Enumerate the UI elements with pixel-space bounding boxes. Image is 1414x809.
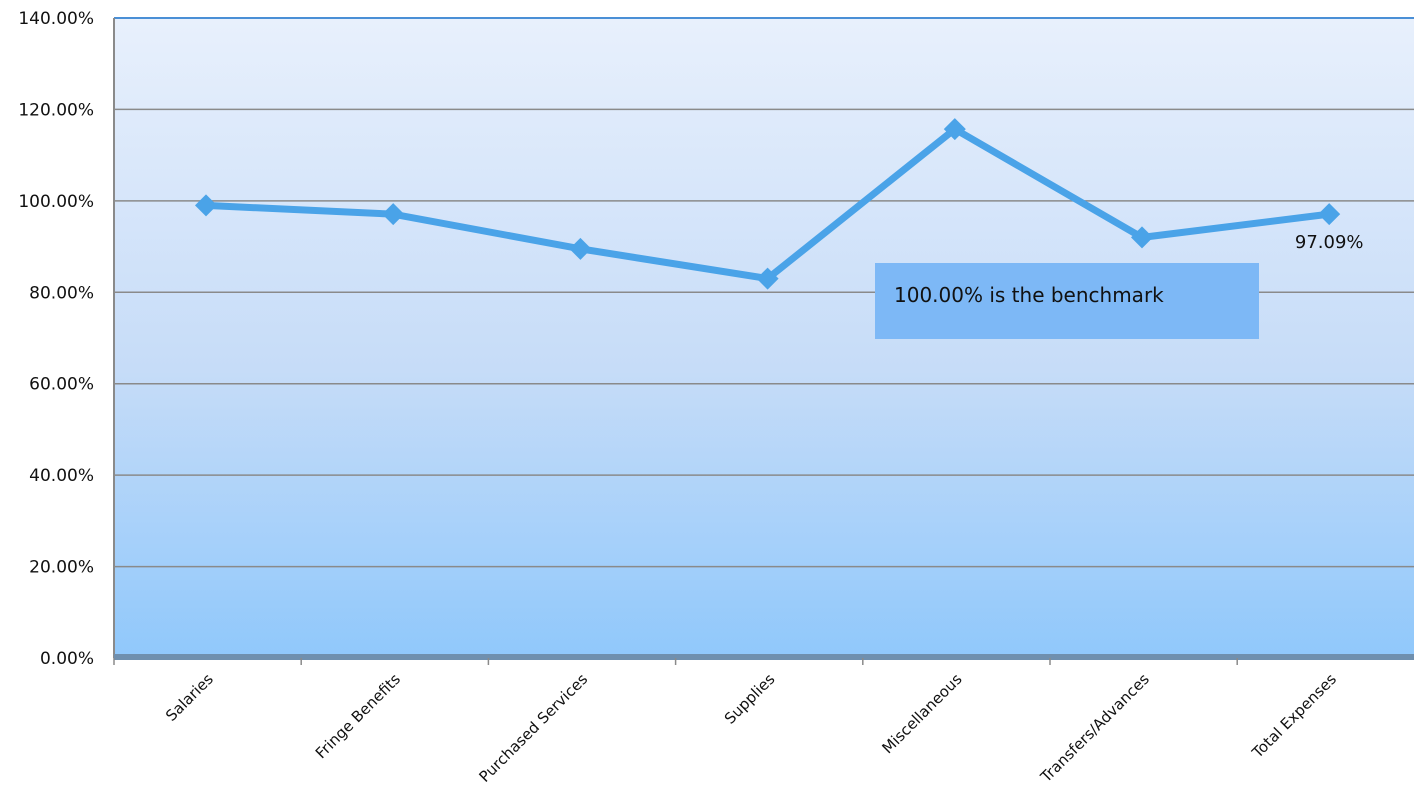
- y-tick-label: 20.00%: [29, 558, 94, 578]
- axes: [113, 18, 1414, 665]
- data-point-marker: [1318, 203, 1341, 226]
- data-point-marker: [195, 194, 217, 217]
- series-line: [195, 118, 1341, 290]
- x-tick-label: Total Expenses: [1248, 670, 1340, 762]
- x-tick-label: Salaries: [162, 670, 217, 725]
- annotation-box: [875, 263, 1259, 339]
- y-tick-label: 80.00%: [29, 283, 94, 303]
- y-tick-label: 100.00%: [18, 192, 94, 212]
- data-point-marker: [756, 267, 779, 290]
- data-point-marker: [1131, 226, 1153, 249]
- y-tick-label: 40.00%: [29, 466, 94, 486]
- x-tick-label: Miscellaneous: [879, 670, 966, 757]
- x-tick-label: Fringe Benefits: [312, 670, 404, 762]
- y-tick-label: 140.00%: [18, 9, 94, 29]
- y-tick-label: 0.00%: [40, 649, 94, 669]
- y-tick-label: 60.00%: [29, 375, 94, 395]
- x-tick-label: Purchased Services: [475, 670, 591, 786]
- data-label: 97.09%: [1295, 232, 1364, 253]
- x-tick-label: Transfers/Advances: [1036, 670, 1152, 786]
- data-point-marker: [943, 118, 966, 141]
- data-labels: 97.09%: [1295, 232, 1364, 253]
- gridlines: [114, 108, 1414, 568]
- x-axis-line: [114, 654, 1414, 660]
- x-axis-tick-labels: Salaries Fringe Benefits Purchased Service…: [162, 670, 1340, 787]
- y-axis-tick-labels: 0.00% 20.00% 40.00% 60.00% 80.00% 100.00% 120.…: [18, 9, 94, 669]
- benchmark-annotation: 100.00% is the benchmark: [875, 263, 1259, 339]
- annotation-text: 100.00% is the benchmark: [894, 283, 1164, 307]
- data-point-marker: [569, 237, 592, 260]
- y-tick-label: 120.00%: [18, 100, 94, 120]
- x-tick-label: Supplies: [721, 670, 779, 728]
- data-point-marker: [382, 203, 405, 226]
